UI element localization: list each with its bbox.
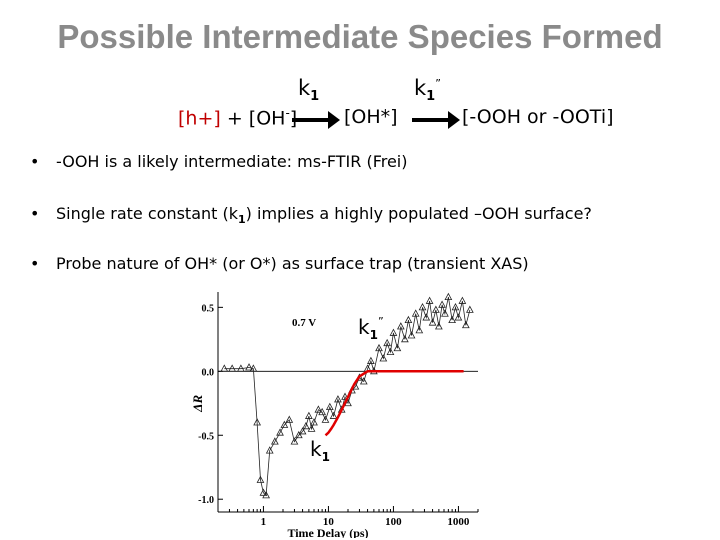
data-point (422, 313, 431, 321)
data-point (262, 491, 270, 499)
data-point (271, 437, 279, 445)
reactant-species: [h+] + [OH-] (178, 106, 297, 130)
data-point (461, 320, 470, 329)
data-point (389, 328, 398, 336)
data-point (418, 302, 427, 311)
y-tick-label: 0.0 (202, 367, 215, 378)
data-point (329, 411, 338, 419)
bullet-item: • Probe nature of OH* (or O*) as surface … (30, 254, 529, 273)
x-axis-title: Time Delay (ps) (287, 526, 368, 538)
data-point (228, 364, 237, 372)
data-point (438, 300, 446, 308)
data-point (359, 377, 368, 385)
x-tick-label: 10 (323, 516, 335, 528)
plot-k1-label: k1 (310, 437, 330, 464)
data-point (259, 488, 268, 496)
data-point (265, 446, 274, 454)
data-point (245, 363, 253, 371)
transient-plot: 0.5 0.0 -0.5 -1.0 1 10 100 1000 0.7 V k1” k1 Time … (190, 290, 490, 538)
data-point (256, 475, 265, 483)
data-point (290, 437, 299, 445)
data-point (425, 296, 434, 304)
bullet-item: • -OOH is a likely intermediate: ms-FTIR … (30, 152, 408, 171)
data-point (407, 331, 416, 339)
data-point (404, 315, 413, 324)
intermediate-species: [OH*] (344, 106, 398, 128)
data-point (310, 418, 318, 426)
data-point (432, 305, 440, 313)
y-tick-label: 0.5 (202, 303, 215, 314)
k1-label: k1 (298, 76, 320, 105)
data-point (341, 392, 349, 400)
data-point (302, 421, 310, 430)
data-point (367, 356, 375, 364)
x-tick-label: 1 (261, 516, 267, 528)
data-point (280, 420, 289, 428)
data-point (441, 309, 449, 317)
fit-curve (324, 370, 464, 437)
voltage-annotation: 0.7 V (292, 317, 316, 329)
data-point (276, 428, 284, 436)
bullet-item: • Single rate constant (k1) implies a hig… (30, 204, 592, 227)
data-series-line (224, 297, 471, 497)
data-point (386, 347, 395, 356)
data-point (285, 415, 294, 423)
data-point (444, 292, 453, 301)
data-point (249, 364, 258, 372)
bullet-icon: • (30, 254, 40, 273)
x-tick-label: 1000 (447, 516, 470, 528)
hole-species: [h+] (178, 107, 221, 130)
data-point (379, 354, 388, 362)
data-point (375, 343, 383, 352)
data-point (383, 338, 392, 347)
data-point (304, 411, 313, 419)
data-point (415, 326, 424, 334)
bullet-icon: • (30, 204, 40, 223)
data-point (253, 418, 262, 426)
data-point (466, 305, 474, 313)
x-tick-label: 100 (385, 516, 402, 528)
bullet-icon: • (30, 152, 40, 171)
slide-title: Possible Intermediate Species Formed (57, 18, 663, 55)
data-point (334, 395, 342, 403)
reaction-scheme: k1 k1” [h+] + [OH-] [OH*] [-OOH or -OOTi… (0, 0, 720, 140)
y-tick-label: -1.0 (198, 495, 214, 506)
data-point (237, 364, 245, 372)
data-point (434, 322, 443, 330)
data-point (325, 402, 334, 411)
data-point (401, 334, 409, 343)
data-point (428, 318, 437, 326)
k1-double-prime-label: k1” (414, 76, 441, 105)
data-point (458, 296, 467, 304)
data-point (298, 427, 307, 435)
data-point (314, 405, 323, 413)
data-point (307, 424, 316, 432)
product-species: [-OOH or -OOTi] (462, 106, 614, 128)
data-point (454, 313, 463, 321)
data-point (451, 302, 460, 311)
data-point (393, 343, 402, 352)
data-point (220, 364, 229, 372)
data-point (294, 430, 303, 439)
data-point (411, 309, 420, 317)
reaction-arrow-1 (292, 111, 340, 129)
data-point (318, 407, 327, 416)
data-point (321, 415, 330, 423)
reaction-arrow-2 (412, 111, 460, 129)
data-point (396, 322, 405, 330)
plot-svg: 0.5 0.0 -0.5 -1.0 1 10 100 1000 0.7 V k1” k1 Time … (190, 292, 479, 538)
plot-k1-double-prime-label: k1” (358, 315, 384, 342)
y-axis-title: ΔR (190, 395, 205, 413)
data-point (448, 315, 457, 324)
y-tick-label: -0.5 (198, 431, 214, 442)
